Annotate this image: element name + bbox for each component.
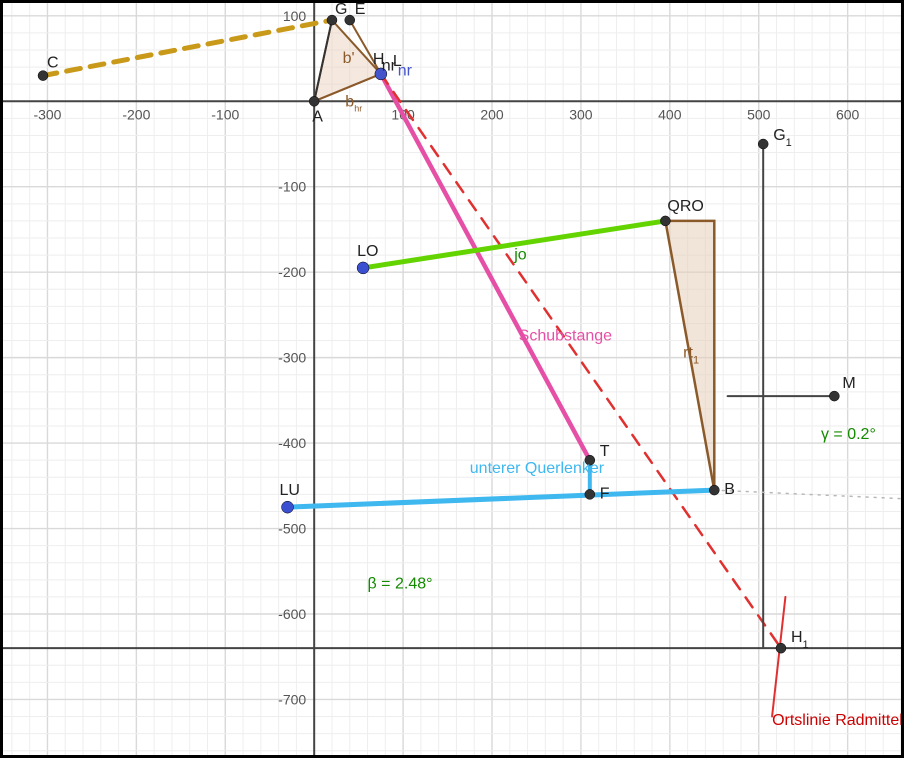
point-label-C: C bbox=[47, 55, 59, 72]
unterer-querlenker bbox=[288, 490, 715, 507]
point-label-F: F bbox=[600, 485, 610, 502]
point-A[interactable] bbox=[309, 96, 319, 106]
point-label-B: B bbox=[724, 481, 735, 498]
point-G1[interactable] bbox=[758, 139, 768, 149]
point-QRO[interactable] bbox=[660, 216, 670, 226]
x-tick-label: 600 bbox=[836, 106, 860, 122]
lnr-sub: nr bbox=[398, 63, 413, 80]
point-F[interactable] bbox=[585, 489, 595, 499]
point-B[interactable] bbox=[709, 485, 719, 495]
point-LO[interactable] bbox=[357, 262, 369, 274]
x-tick-label: -100 bbox=[211, 106, 239, 122]
x-tick-label: 200 bbox=[480, 106, 504, 122]
plot-canvas: -300-200-100100200300400500600100-100-20… bbox=[3, 3, 901, 755]
y-tick-label: -400 bbox=[278, 435, 306, 451]
x-tick-label: -200 bbox=[122, 106, 150, 122]
point-label-A: A bbox=[312, 108, 323, 125]
axes: -300-200-100100200300400500600100-100-20… bbox=[3, 3, 901, 755]
labels: Schubstangejounterer Querlenkerrt1bhrb'n… bbox=[343, 50, 901, 729]
x-tick-label: 400 bbox=[658, 106, 682, 122]
point-label-LU: LU bbox=[280, 482, 300, 499]
y-tick-label: -600 bbox=[278, 606, 306, 622]
y-tick-label: -100 bbox=[278, 179, 306, 195]
point-label-T: T bbox=[600, 443, 610, 460]
jo-label: jo bbox=[513, 246, 527, 263]
beta-label: β = 2.48° bbox=[368, 575, 433, 592]
gamma-label: γ = 0.2° bbox=[821, 426, 876, 443]
point-M[interactable] bbox=[829, 391, 839, 401]
b-prime-label: b' bbox=[343, 50, 355, 67]
point-label-E: E bbox=[355, 3, 366, 18]
point-LU[interactable] bbox=[282, 501, 294, 513]
point-C[interactable] bbox=[38, 71, 48, 81]
schubstange bbox=[381, 74, 590, 460]
locus bbox=[772, 597, 785, 717]
x-tick-label: 300 bbox=[569, 106, 593, 122]
schubstange-label: Schubstange bbox=[519, 328, 613, 345]
x-tick-label: 500 bbox=[747, 106, 771, 122]
unterer-label: unterer Querlenker bbox=[470, 460, 605, 477]
point-label-LO: LO bbox=[357, 243, 378, 260]
y-tick-label: -200 bbox=[278, 264, 306, 280]
caption-ortslinie: Ortslinie Radmittelpunkt bbox=[772, 712, 901, 729]
y-tick-label: -300 bbox=[278, 350, 306, 366]
point-label-G: G bbox=[335, 3, 347, 18]
x-tick-label: -300 bbox=[33, 106, 61, 122]
y-tick-label: 100 bbox=[283, 8, 307, 24]
point-label-G1: G1 bbox=[773, 127, 792, 149]
y-tick-label: -700 bbox=[278, 691, 306, 707]
point-label-QRO: QRO bbox=[667, 198, 703, 215]
point-H1[interactable] bbox=[776, 643, 786, 653]
hnr-sub: nr bbox=[382, 58, 397, 75]
y-tick-label: -500 bbox=[278, 521, 306, 537]
bhr-label: bhr bbox=[345, 93, 362, 113]
point-label-M: M bbox=[842, 375, 855, 392]
plot-frame: -300-200-100100200300400500600100-100-20… bbox=[0, 0, 904, 758]
point-E[interactable] bbox=[345, 15, 355, 25]
